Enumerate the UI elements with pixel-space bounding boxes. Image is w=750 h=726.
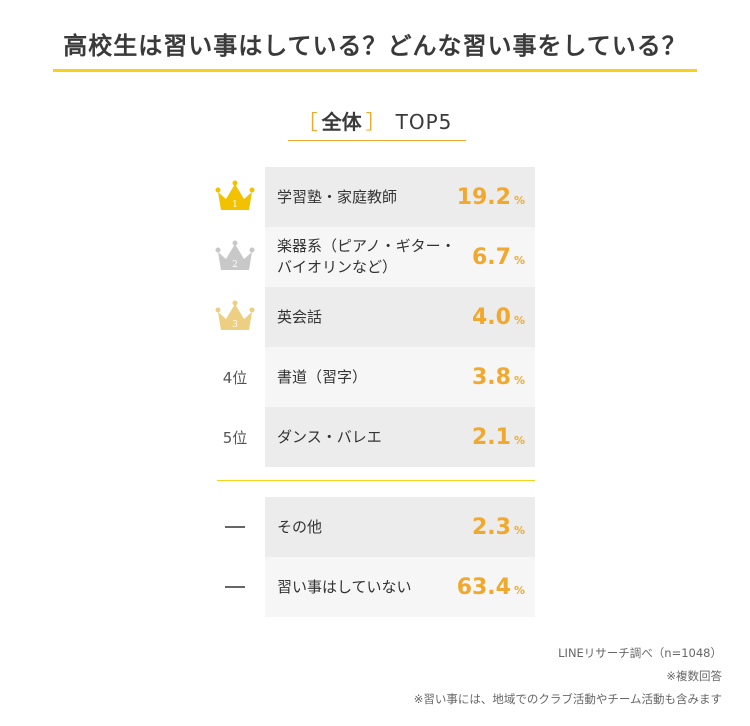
rank-badge <box>205 497 265 557</box>
row-panel: ダンス・バレエ 2.1% <box>265 407 535 467</box>
item-value: 3.8% <box>472 347 525 407</box>
crown-silver-icon: 2 <box>215 240 255 270</box>
item-label: 楽器系（ピアノ・ギター・バイオリンなど） <box>277 237 456 276</box>
rank-badge: 5位 <box>205 407 265 467</box>
value-number: 4.0 <box>471 304 511 330</box>
section-divider <box>217 480 535 481</box>
rank-badge: 1 <box>205 167 265 227</box>
chart-subtitle: ［ 全体 ］ TOP5 <box>0 106 750 135</box>
value-number: 63.4 <box>456 574 511 600</box>
subtitle-underline <box>288 140 466 141</box>
percent-unit: % <box>513 373 525 387</box>
page-title: 高校生は習い事はしている？どんな習い事をしている？ <box>63 32 687 60</box>
row-panel: 英会話 4.0% <box>265 287 535 347</box>
percent-unit: % <box>513 523 525 537</box>
percent-unit: % <box>513 433 525 447</box>
item-value: 6.7% <box>472 227 525 287</box>
top-label: TOP5 <box>395 110 453 134</box>
item-value: 63.4% <box>457 557 525 617</box>
value-number: 19.2 <box>456 184 511 210</box>
source-note: LINEリサーチ調べ（n=1048） <box>558 646 722 660</box>
bracket-close: ］ <box>365 110 386 134</box>
value-number: 6.7 <box>471 244 511 270</box>
item-label: 学習塾・家庭教師 <box>277 187 398 206</box>
dash-mark <box>225 586 245 588</box>
row-panel: 楽器系（ピアノ・ギター・バイオリンなど） 6.7% <box>265 227 535 287</box>
bracket-open: ［ <box>297 110 318 134</box>
ranking-row-none: 習い事はしていない 63.4% <box>205 557 535 617</box>
title-underline <box>53 69 697 72</box>
value-number: 2.1 <box>471 424 511 450</box>
percent-unit: % <box>513 583 525 597</box>
item-value: 2.3% <box>472 497 525 557</box>
rank-label: 5位 <box>222 428 248 447</box>
scope-label: 全体 <box>321 110 362 134</box>
crown-gold-icon: 1 <box>215 180 255 210</box>
percent-unit: % <box>513 193 525 207</box>
multiple-answer-note: ※複数回答 <box>666 669 722 683</box>
rank-number: 2 <box>232 260 238 270</box>
rank-number: 1 <box>232 200 238 210</box>
item-label: その他 <box>277 517 323 536</box>
percent-unit: % <box>513 313 525 327</box>
item-label: 習い事はしていない <box>277 577 412 596</box>
item-label: ダンス・バレエ <box>277 427 382 446</box>
rank-badge <box>205 557 265 617</box>
club-activity-note: ※習い事には、地域でのクラブ活動やチーム活動も含みます <box>413 692 722 706</box>
rank-badge: 2 <box>205 227 265 287</box>
percent-unit: % <box>513 253 525 267</box>
rank-label: 4位 <box>222 368 248 387</box>
ranking-row-5: 5位 ダンス・バレエ 2.1% <box>205 407 535 467</box>
row-panel: 書道（習字） 3.8% <box>265 347 535 407</box>
row-panel: その他 2.3% <box>265 497 535 557</box>
rank-badge: 3 <box>205 287 265 347</box>
item-value: 2.1% <box>472 407 525 467</box>
ranking-row-3: 3 英会話 4.0% <box>205 287 535 347</box>
value-number: 3.8 <box>471 364 511 390</box>
item-label: 英会話 <box>277 307 323 326</box>
value-number: 2.3 <box>471 514 511 540</box>
rank-badge: 4位 <box>205 347 265 407</box>
ranking-row-1: 1 学習塾・家庭教師 19.2% <box>205 167 535 227</box>
crown-bronze-icon: 3 <box>215 300 255 330</box>
ranking-row-2: 2 楽器系（ピアノ・ギター・バイオリンなど） 6.7% <box>205 227 535 287</box>
ranking-row-4: 4位 書道（習字） 3.8% <box>205 347 535 407</box>
item-label: 書道（習字） <box>277 367 368 386</box>
item-value: 4.0% <box>472 287 525 347</box>
item-value: 19.2% <box>457 167 525 227</box>
dash-mark <box>225 526 245 528</box>
footnotes: LINEリサーチ調べ（n=1048） ※複数回答 ※習い事には、地域でのクラブ活… <box>414 642 722 711</box>
rank-number: 3 <box>232 320 238 330</box>
ranking-row-other: その他 2.3% <box>205 497 535 557</box>
row-panel: 習い事はしていない 63.4% <box>265 557 535 617</box>
row-panel: 学習塾・家庭教師 19.2% <box>265 167 535 227</box>
